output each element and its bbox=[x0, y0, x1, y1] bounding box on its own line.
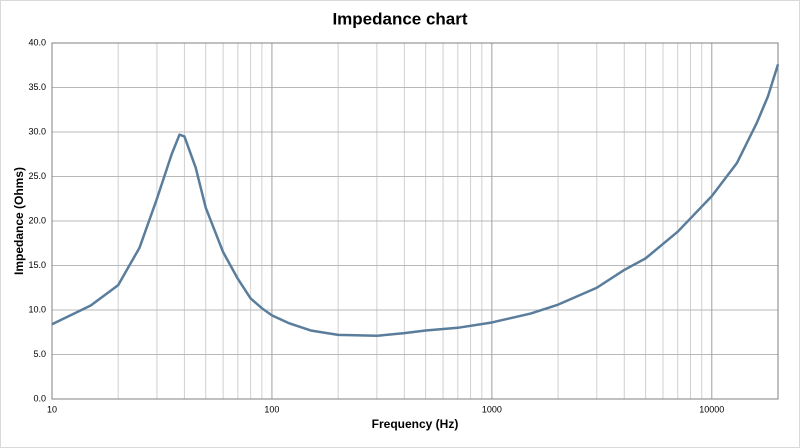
y-tick-label: 0.0 bbox=[33, 393, 46, 403]
y-tick-label: 20.0 bbox=[28, 215, 46, 225]
y-tick-label: 15.0 bbox=[28, 260, 46, 270]
x-tick-label: 10 bbox=[47, 404, 57, 414]
y-tick-label: 30.0 bbox=[28, 126, 46, 136]
y-tick-label: 5.0 bbox=[33, 349, 46, 359]
x-tick-label: 1000 bbox=[482, 404, 502, 414]
y-tick-label: 10.0 bbox=[28, 304, 46, 314]
x-tick-label: 100 bbox=[264, 404, 279, 414]
y-axis-label: Impedance (Ohms) bbox=[12, 167, 26, 275]
y-tick-label: 40.0 bbox=[28, 37, 46, 47]
plot-area-border bbox=[51, 42, 779, 400]
y-tick-label: 25.0 bbox=[28, 171, 46, 181]
impedance-line bbox=[51, 63, 780, 338]
x-tick-label: 10000 bbox=[699, 404, 724, 414]
y-tick-label: 35.0 bbox=[28, 82, 46, 92]
chart-title: Impedance chart bbox=[332, 9, 467, 28]
x-axis-label: Frequency (Hz) bbox=[372, 417, 459, 431]
